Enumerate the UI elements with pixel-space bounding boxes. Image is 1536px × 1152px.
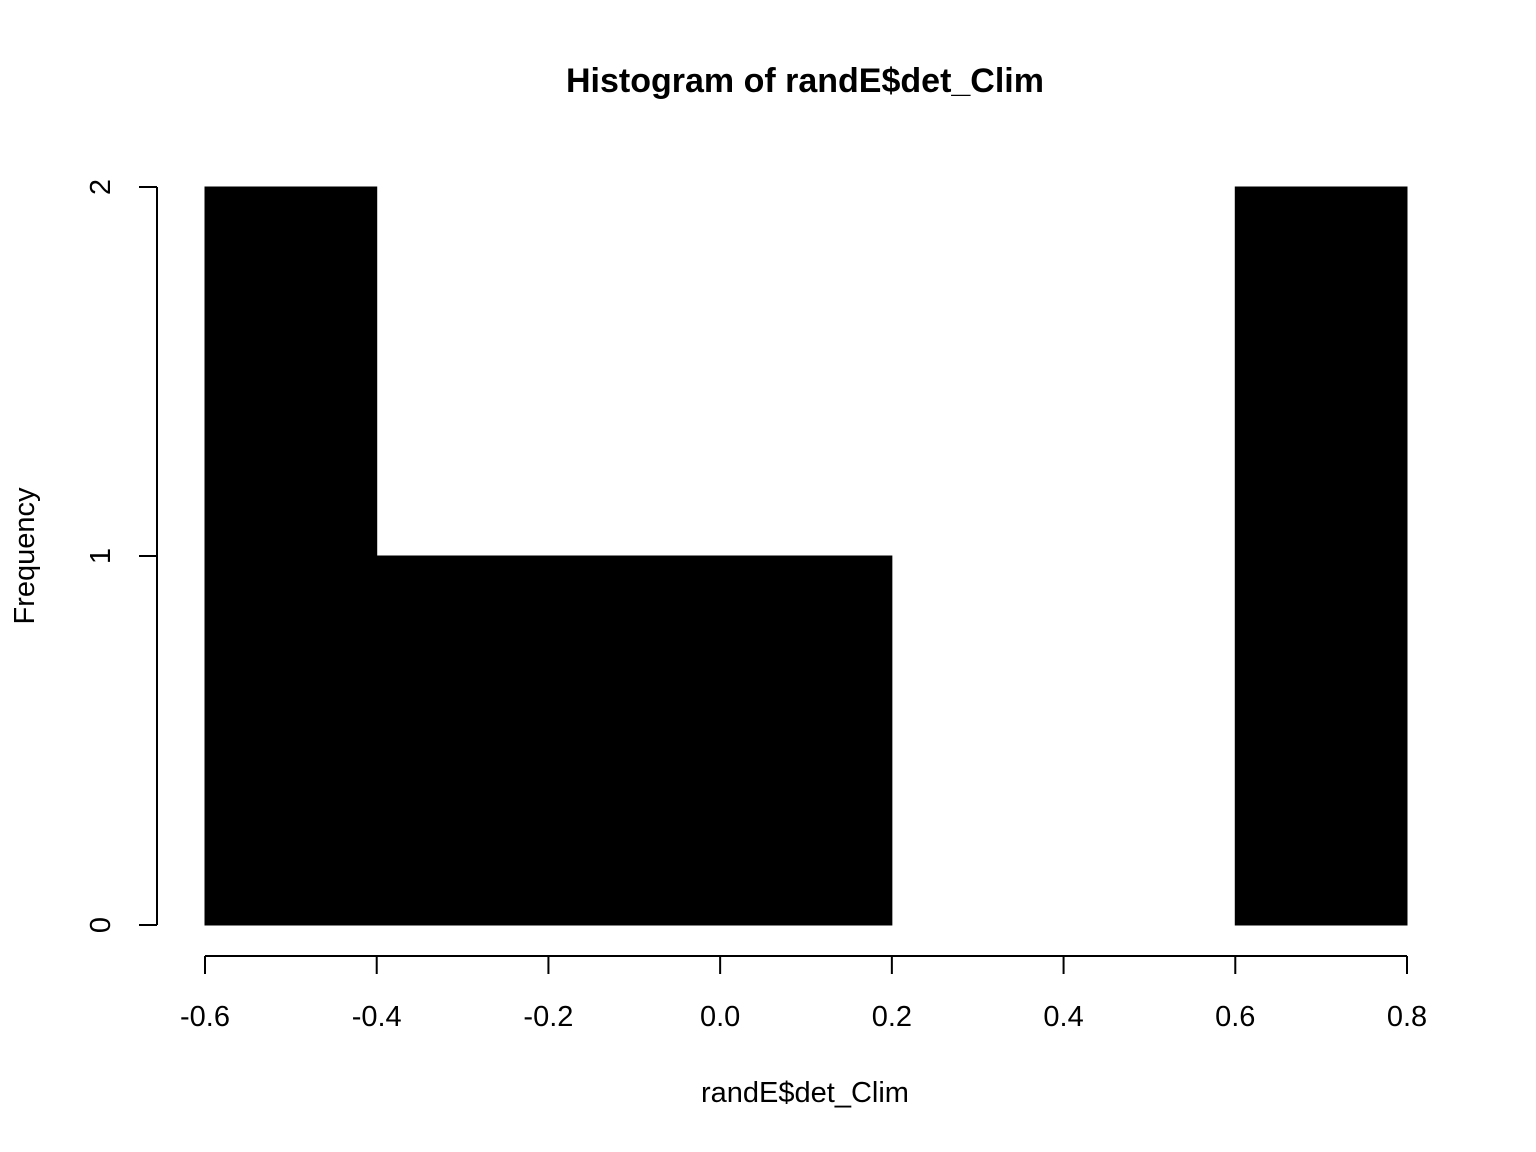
x-axis-label: randE$det_Clim (701, 1077, 909, 1109)
x-tick-label: -0.2 (523, 1001, 573, 1033)
x-tick-label: -0.4 (352, 1001, 402, 1033)
x-axis: -0.6 -0.4 -0.2 0.0 0.2 0.4 0.6 0.8 (180, 955, 1427, 1033)
histogram-bar (719, 555, 893, 926)
chart-title: Histogram of randE$det_Clim (566, 62, 1044, 100)
x-tick-label: -0.6 (180, 1001, 230, 1033)
y-axis-label: Frequency (9, 487, 41, 625)
y-tick-label: 2 (85, 179, 117, 195)
x-tick-label: 0.8 (1387, 1001, 1427, 1033)
x-tick-label: 0.4 (1043, 1001, 1083, 1033)
histogram-bar (547, 555, 721, 926)
y-tick-label: 1 (85, 548, 117, 564)
histogram-bar (376, 555, 549, 926)
y-axis: 0 1 2 (85, 179, 158, 933)
histogram-bar (1234, 186, 1408, 926)
histogram-bar (204, 186, 378, 926)
y-tick-label: 0 (85, 917, 117, 933)
x-tick-label: 0.0 (700, 1001, 740, 1033)
bars-group (204, 186, 1408, 926)
x-tick-label: 0.6 (1215, 1001, 1255, 1033)
x-tick-label: 0.2 (872, 1001, 912, 1033)
